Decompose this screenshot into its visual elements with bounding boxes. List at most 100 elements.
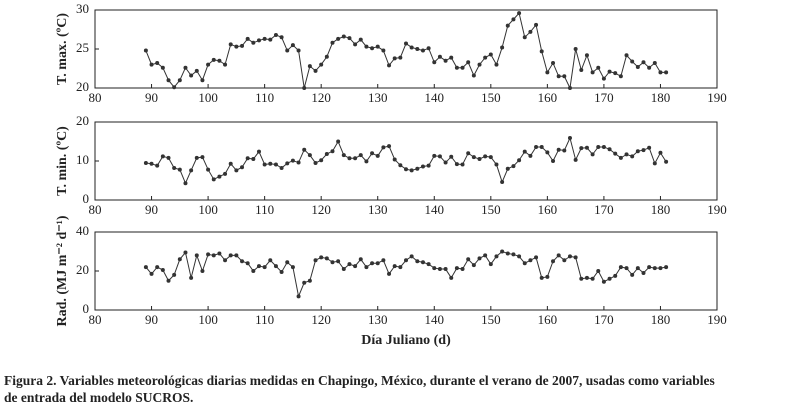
data-point [313,68,318,73]
data-point [562,258,567,263]
data-point [618,74,623,79]
data-point [556,74,561,79]
data-point [511,252,516,257]
data-point [194,155,199,160]
data-point [505,166,510,171]
data-point [584,53,589,58]
data-point [234,168,239,173]
data-point [143,265,148,270]
data-point [268,37,273,42]
data-point [296,160,301,165]
data-point [155,265,160,270]
data-point [404,258,408,263]
data-point [567,254,572,259]
data-point [285,260,290,265]
data-point [613,273,618,278]
x-tick-label: 160 [538,202,558,217]
data-point [404,41,408,46]
data-point [652,161,657,166]
data-point [460,65,465,70]
data-point [200,269,205,273]
data-line [145,250,667,299]
data-point [336,36,341,41]
data-point [262,265,267,270]
data-point [522,149,527,154]
data-point [630,59,635,64]
x-tick-label: 80 [89,90,102,105]
data-line [145,12,667,90]
x-tick-label: 90 [145,90,158,105]
data-point [251,40,256,45]
x-tick-label: 180 [651,202,671,217]
data-point [166,78,171,83]
data-point [647,65,652,70]
data-point [454,65,459,70]
data-point [381,145,386,150]
data-point [290,158,295,163]
x-tick-label: 140 [425,90,445,105]
data-point [471,73,476,78]
data-point [579,68,584,73]
data-point [545,274,550,279]
data-point [404,167,408,172]
x-tick-label: 100 [198,90,218,105]
x-tick-label: 110 [255,90,274,105]
data-point [545,150,550,155]
y-axis-label: T. min. (ºC) [55,126,70,196]
x-tick-label: 100 [198,312,218,327]
data-point [426,46,431,51]
data-point [307,278,312,283]
y-tick-label: 20 [76,262,89,277]
data-point [307,64,312,69]
data-point [392,56,397,61]
data-point [601,144,606,149]
data-point [652,61,657,66]
data-point [466,151,471,156]
data-point [285,161,290,166]
data-point [353,156,358,161]
data-point [296,48,301,53]
data-point [488,52,493,57]
data-line [145,136,667,185]
data-point [234,44,239,49]
data-point [539,144,544,149]
data-point [483,253,488,258]
data-point [630,154,635,159]
data-point [500,249,505,254]
data-point [466,257,471,262]
data-point [296,294,301,299]
data-point [353,264,358,269]
data-point [573,47,578,51]
data-point [194,68,199,73]
data-point [273,162,278,167]
y-tick-label: 20 [76,113,89,128]
data-point [341,153,346,158]
data-point [471,263,476,268]
data-point [590,276,595,281]
data-point [567,135,572,140]
data-point [223,258,228,263]
data-point [358,37,363,42]
data-point [432,153,437,158]
data-point [183,65,188,70]
data-point [443,267,448,272]
x-tick-label: 130 [368,202,388,217]
data-point [624,266,629,271]
data-point [449,55,454,60]
data-point [647,145,652,150]
data-point [477,256,482,261]
data-point [160,268,165,273]
data-point [607,276,612,281]
data-point [206,167,211,172]
data-point [375,44,380,49]
data-point [426,262,431,267]
data-point [307,153,312,158]
data-point [149,161,154,166]
data-point [613,151,618,156]
x-tick-label: 170 [594,90,614,105]
x-tick-label: 80 [89,312,102,327]
data-point [556,147,561,152]
data-point [658,266,663,271]
data-point [302,280,307,285]
